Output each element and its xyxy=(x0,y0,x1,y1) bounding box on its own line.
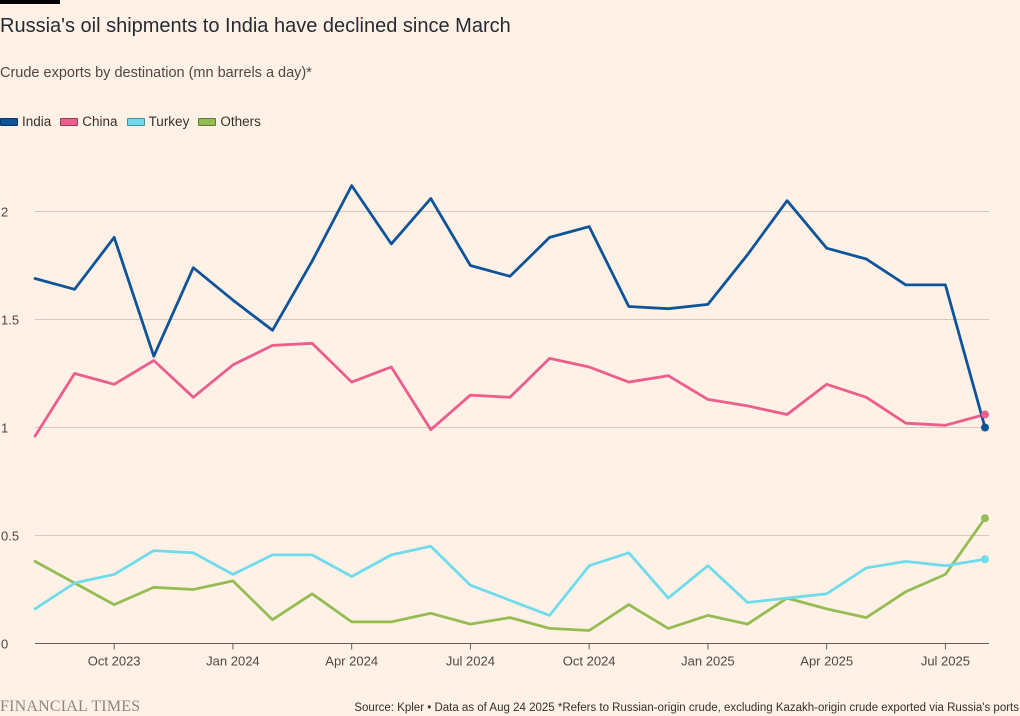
chart-legend: India China Turkey Others xyxy=(0,114,270,129)
chart-title: Russia's oil shipments to India have dec… xyxy=(0,15,511,37)
end-point-india xyxy=(981,423,989,432)
y-tick-label: 0.5 xyxy=(1,529,19,544)
series-line-india xyxy=(33,184,987,429)
x-tick-label: Jul 2024 xyxy=(446,654,495,669)
legend-label: India xyxy=(22,114,52,129)
legend-label: Turkey xyxy=(148,114,190,129)
legend-swatch xyxy=(0,117,18,126)
legend-label: Others xyxy=(220,114,261,129)
y-tick-label: 0 xyxy=(1,637,8,652)
series-line-others xyxy=(33,516,987,632)
series-line-turkey xyxy=(33,544,987,617)
end-point-turkey xyxy=(981,555,989,564)
x-tick-label: Jan 2025 xyxy=(681,654,735,669)
legend-item-india: India xyxy=(0,114,51,129)
x-tick-label: Jan 2024 xyxy=(206,654,260,669)
x-tick-label: Jul 2025 xyxy=(921,654,970,669)
x-tick-label: Apr 2024 xyxy=(325,654,378,669)
x-tick-label: Oct 2023 xyxy=(88,654,141,669)
end-point-china xyxy=(981,410,989,419)
y-tick-label: 1.5 xyxy=(1,313,19,328)
legend-swatch xyxy=(198,117,217,126)
series-line-china xyxy=(33,341,987,438)
legend-item-turkey: Turkey xyxy=(126,114,190,129)
ft-logo: FINANCIAL TIMES xyxy=(0,698,141,715)
chart-subtitle: Crude exports by destination (mn barrels… xyxy=(0,65,312,81)
legend-swatch xyxy=(126,117,145,126)
x-tick-label: Oct 2024 xyxy=(563,654,616,669)
legend-label: China xyxy=(82,114,118,129)
end-point-others xyxy=(981,514,989,523)
legend-item-others: Others xyxy=(198,114,261,129)
y-tick-label: 2 xyxy=(1,205,8,220)
brand-bar xyxy=(0,0,60,4)
y-tick-label: 1 xyxy=(1,421,8,436)
source-note: Source: Kpler • Data as of Aug 24 2025 *… xyxy=(354,702,1019,714)
legend-item-china: China xyxy=(60,114,118,129)
legend-swatch xyxy=(60,117,79,126)
x-tick-label: Apr 2025 xyxy=(800,654,853,669)
